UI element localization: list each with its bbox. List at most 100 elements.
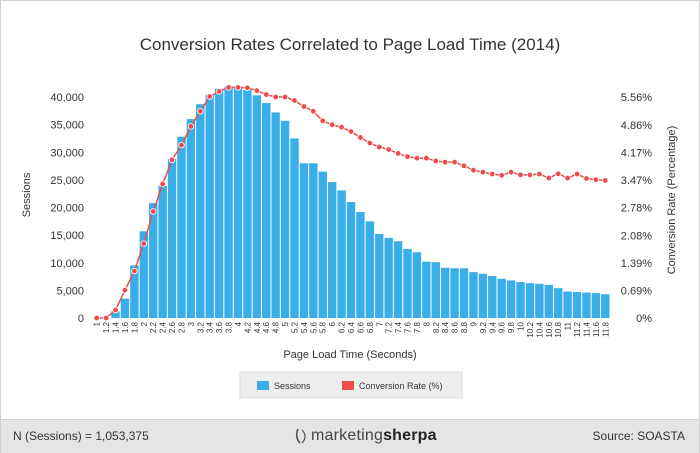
conversion-point: [112, 306, 119, 314]
sessions-bars: [111, 86, 610, 319]
conversion-point: [376, 143, 383, 151]
y2-tick-label: 0%: [636, 313, 652, 325]
sessions-bar: [601, 294, 610, 318]
conversion-point: [498, 172, 505, 179]
x-tick-label: 5.6: [309, 321, 318, 333]
sessions-bar: [572, 292, 582, 318]
conversion-point: [602, 177, 609, 184]
conversion-line: [93, 84, 609, 322]
sessions-bar: [525, 283, 535, 318]
x-tick-label: 6.2: [338, 321, 347, 333]
conversion-point: [357, 134, 364, 141]
x-tick-label: 3.6: [215, 321, 224, 333]
conversion-point: [319, 117, 326, 125]
y2-tick-label: 5.56%: [621, 92, 652, 104]
conversion-point: [131, 267, 138, 275]
sessions-bar: [356, 211, 365, 318]
conversion-point: [366, 139, 374, 147]
x-tick-label: 8.2: [432, 321, 441, 333]
y-axis: 0 5,000 10,000 15,000 20,000 25,000 30,000 35,0…: [50, 92, 84, 325]
x-tick-label: 1: [93, 321, 102, 326]
sessions-bar: [478, 273, 488, 318]
conversion-point: [432, 157, 439, 165]
sessions-bar: [591, 293, 601, 318]
sessions-bar: [252, 95, 262, 318]
x-tick-label: 7.8: [413, 321, 422, 333]
sessions-bar: [384, 237, 393, 318]
sessions-bar: [233, 86, 243, 318]
sessions-bar: [403, 248, 412, 318]
x-tick-label: 6: [328, 321, 337, 326]
sessions-bar: [318, 171, 327, 318]
sherpa-mountain-icon: [295, 428, 306, 444]
sessions-bar: [431, 262, 440, 318]
conversion-point: [536, 170, 543, 178]
x-tick-label: 4: [234, 321, 243, 326]
x-tick-label: 6.4: [347, 321, 356, 333]
x-tick-label: 4.8: [272, 321, 281, 333]
x-tick-label: 10.8: [554, 321, 563, 337]
sessions-bar: [280, 120, 290, 318]
conversion-point: [470, 166, 477, 174]
x-tick-label: 8.6: [451, 321, 460, 333]
y-tick-label: 5,000: [56, 285, 84, 297]
x-tick-label: 5.8: [319, 321, 328, 333]
legend-swatch-sessions: [257, 381, 269, 390]
y2-axis-label: Conversion Rate (Percentage): [666, 126, 678, 275]
sessions-bar: [346, 201, 356, 318]
conversion-point: [150, 208, 157, 215]
legend-label-sessions: Sessions: [274, 381, 311, 391]
sessions-bar: [497, 278, 506, 318]
sessions-bar: [582, 292, 591, 318]
brand-text-sherpa: sherpa: [383, 427, 437, 444]
sessions-bar: [177, 136, 186, 318]
brand-text-marketing: marketing: [311, 427, 384, 444]
sessions-bar: [393, 241, 403, 318]
x-tick-label: 4.2: [243, 321, 252, 333]
sessions-bar: [535, 283, 544, 318]
sessions-bar: [309, 163, 318, 318]
y2-tick-label: 1.39%: [621, 258, 652, 270]
sessions-bar: [440, 267, 450, 318]
conversion-point: [263, 91, 270, 98]
y2-tick-label: 0.69%: [621, 286, 652, 298]
conversion-point: [197, 108, 204, 115]
conversion-point: [404, 153, 411, 160]
sessions-bar: [158, 185, 167, 318]
x-tick-label: 7.4: [394, 321, 403, 333]
y-tick-label: 40,000: [50, 92, 84, 104]
sessions-bar: [563, 291, 572, 318]
conversion-point: [272, 93, 279, 101]
x-tick-label: 8.8: [460, 321, 469, 333]
conversion-point: [206, 93, 213, 100]
sessions-bar: [299, 163, 309, 318]
conversion-point: [479, 168, 487, 176]
x-tick-label: 1.4: [112, 321, 121, 333]
sessions-bar: [111, 311, 120, 318]
x-tick-label: 7: [375, 321, 384, 326]
conversion-point: [253, 87, 261, 94]
y-axis-label: Sessions: [21, 172, 33, 217]
sessions-bar: [544, 284, 553, 318]
sessions-bar: [412, 252, 422, 318]
conversion-point: [517, 171, 524, 179]
x-tick-label: 5.4: [300, 321, 309, 333]
conversion-point: [583, 175, 590, 182]
conversion-point: [489, 170, 496, 178]
x-tick-label: 1.2: [102, 321, 111, 333]
y-tick-label: 10,000: [50, 258, 84, 270]
sessions-bar: [553, 288, 563, 318]
y2-axis: 0% 0.69% 1.39% 2.08% 2.78% 3.47% 4.17% 4.86% 5.5…: [621, 92, 652, 325]
y2-tick-label: 3.47%: [621, 175, 652, 187]
conversion-point: [159, 180, 166, 188]
conversion-point: [328, 121, 336, 129]
sessions-bar: [262, 103, 271, 318]
x-tick-label: 2.4: [159, 321, 168, 333]
y2-tick-label: 4.17%: [621, 147, 652, 159]
sessions-bar: [422, 261, 431, 318]
x-tick-label: 4.6: [262, 321, 271, 333]
y-tick-label: 30,000: [50, 147, 84, 159]
sessions-bar: [450, 268, 459, 318]
x-axis: 1 1.2 1.4 1.6 1.8 2 2.2 2.4 2.6 2.8 3 3.2 3.4 3.6 3.8 4…: [93, 321, 611, 337]
x-tick-label: 1.6: [121, 321, 130, 333]
